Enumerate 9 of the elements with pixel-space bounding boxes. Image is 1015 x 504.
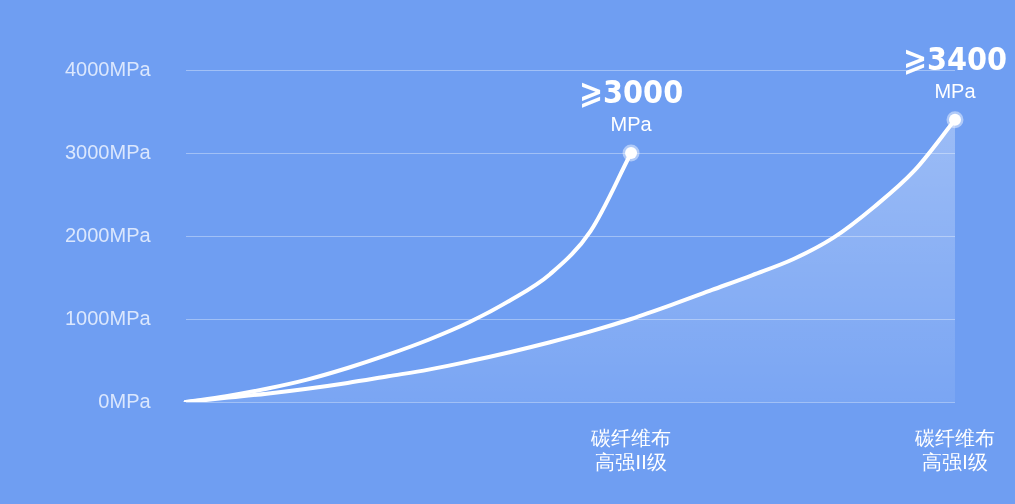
y-tick-label: 0MPa xyxy=(98,389,152,412)
y-tick-label: 3000MPa xyxy=(64,140,152,163)
y-tick-label: 2000MPa xyxy=(64,223,152,246)
y-tick-label: 1000MPa xyxy=(64,306,152,329)
x-tick-label: 碳纤维布高强II级 xyxy=(590,426,672,475)
y-tick-label: 4000MPa xyxy=(64,57,152,80)
data-label: ⩾3400 MPa xyxy=(902,39,1008,102)
x-tick-label: 碳纤维布高强I级 xyxy=(914,426,995,475)
data-label: ⩾3000 MPa xyxy=(578,73,684,135)
